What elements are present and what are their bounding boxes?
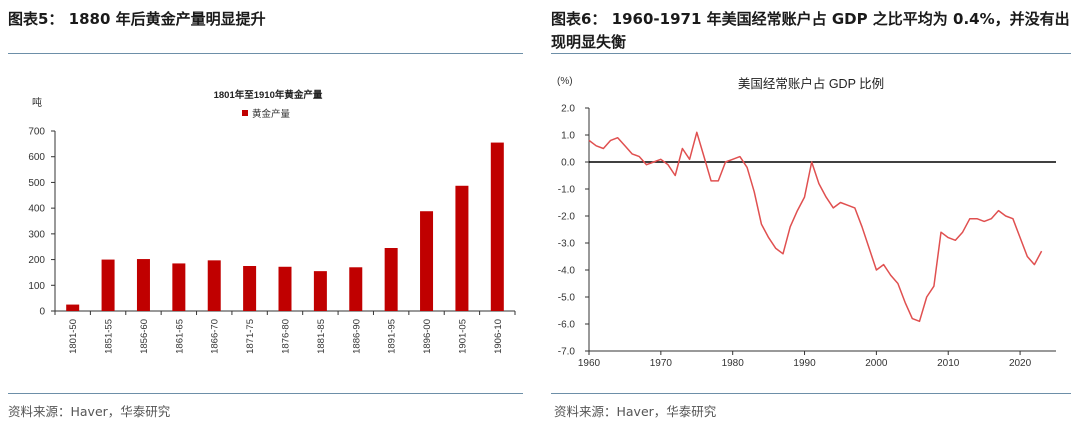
bar [313,271,327,311]
source-rule [8,393,523,394]
y-unit-label: 吨 [32,96,42,109]
x-tick-label: 2000 [865,358,888,369]
x-tick-label: 2010 [937,358,960,369]
y-tick-label: -7.0 [558,347,576,358]
left-panel: 图表5： 1880 年后黄金产量明显提升 1801年至1910年黄金产量 黄金产… [0,0,528,427]
bars [66,142,504,311]
x-tick-label: 1990 [793,358,816,369]
series [588,131,1043,323]
axes: 2.0 1.0 0.0 -1.0 -2.0 -3.0 -4.0 -5.0 -6.0 -7.0196… [558,104,1056,369]
x-tick-label: 1896-00 [422,319,433,354]
chart-title: 美国经常账户占 GDP 比例 [738,76,884,91]
y-tick-label: 200 [28,255,45,266]
bar [136,259,150,311]
y-tick-label: -3.0 [558,239,576,250]
y-tick-label: -6.0 [558,320,576,331]
right-panel: 图表6： 1960-1971 年美国经常账户占 GDP 之比平均为 0.4%，并… [551,0,1080,427]
y-tick-label: 100 [28,281,45,292]
chart-title: 1801年至1910年黄金产量 [214,89,323,101]
x-tick-label: 1960 [578,358,601,369]
x-tick-label: 1906-10 [493,319,504,354]
bar [243,266,257,311]
y-tick-label: -5.0 [558,293,576,304]
source-note: 资料来源：Haver，华泰研究 [554,404,717,419]
x-tick-label: 1891-95 [387,319,398,354]
bar [420,211,434,311]
y-tick-label: 0 [39,307,45,318]
bar-chart: 1801年至1910年黄金产量 黄金产量 吨 0 100 200 300 400 500 6… [28,89,516,354]
x-tick-label: 1901-05 [457,319,468,354]
series-line [588,131,1043,323]
y-tick-label: 400 [28,204,45,215]
x-tick-label: 1886-90 [351,319,362,354]
x-tick-label: 1876-80 [281,319,292,354]
y-tick-label: 2.0 [561,104,575,115]
x-tick-label: 1861-65 [174,319,185,354]
x-tick-label: 1801-50 [68,319,79,354]
y-tick-label: 500 [28,178,45,189]
x-tick-label: 1881-85 [316,319,327,354]
bar [66,304,80,311]
bar [349,267,363,311]
y-tick-label: 1.0 [561,131,575,142]
title-rule [8,53,523,54]
x-tick-label: 1856-60 [139,319,150,354]
axes: 0 100 200 300 400 500 600 700 1801-50 1851-55 1856… [28,127,516,354]
x-tick-label: 1980 [722,358,745,369]
source-rule [551,393,1071,394]
y-tick-label: 0.0 [561,158,575,169]
y-tick-label: 700 [28,127,45,138]
y-tick-label: -1.0 [558,185,576,196]
x-tick-label: 2020 [1009,358,1032,369]
x-tick-label: 1866-70 [210,319,221,354]
bar [455,185,469,311]
x-tick-label: 1851-55 [104,319,115,354]
x-tick-label: 1970 [650,358,673,369]
source-note: 资料来源：Haver，华泰研究 [8,404,171,419]
legend-swatch [242,110,248,116]
legend: 黄金产量 [242,108,291,120]
y-unit-label: (%) [557,76,573,87]
bar [207,260,221,311]
line-chart: (%) 美国经常账户占 GDP 比例 2.0 1.0 0.0 -1.0 -2.0 -3.0… [557,76,1056,369]
figure-title: 图表5： 1880 年后黄金产量明显提升 [8,10,266,28]
bar [384,248,398,311]
bar [172,263,186,311]
bar [278,266,292,311]
figure-title: 图表6： 1960-1971 年美国经常账户占 GDP 之比平均为 0.4%，并… [551,10,1070,51]
legend-label: 黄金产量 [252,108,291,120]
y-tick-label: -2.0 [558,212,576,223]
y-tick-label: 600 [28,152,45,163]
bar [490,142,504,311]
x-tick-label: 1871-75 [245,319,256,354]
title-rule [551,53,1071,54]
y-tick-label: 300 [28,229,45,240]
y-tick-label: -4.0 [558,266,576,277]
bar [101,259,115,311]
